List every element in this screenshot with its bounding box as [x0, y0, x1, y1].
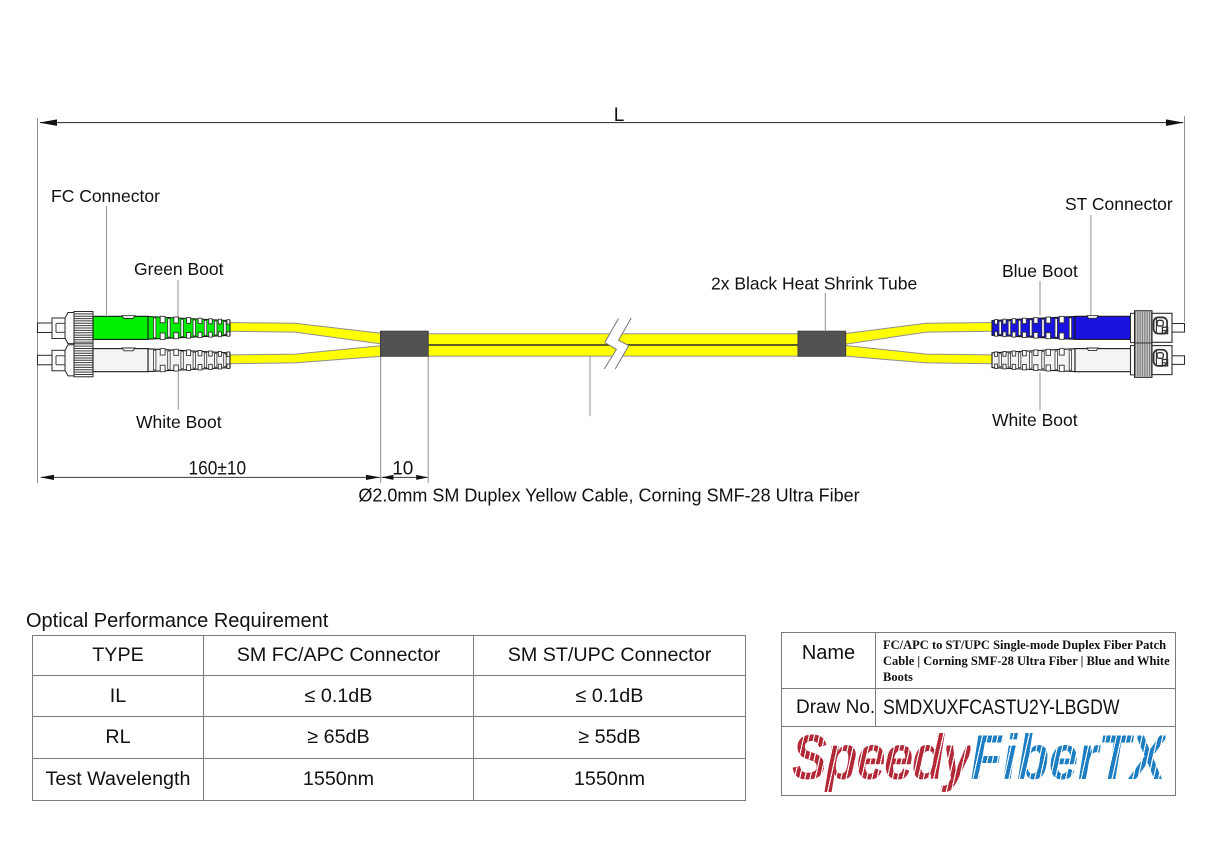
svg-text:Green Boot: Green Boot	[134, 259, 224, 279]
svg-text:160±10: 160±10	[189, 459, 247, 480]
svg-text:White Boot: White Boot	[992, 410, 1078, 430]
svg-text:FC Connector: FC Connector	[51, 186, 160, 206]
svg-text:2x Black Heat Shrink Tube: 2x Black Heat Shrink Tube	[711, 274, 917, 294]
svg-text:10: 10	[392, 459, 413, 480]
svg-text:ST Connector: ST Connector	[1065, 194, 1173, 214]
svg-text:Ø2.0mm SM Duplex Yellow Cable,: Ø2.0mm SM Duplex Yellow Cable, Corning S…	[358, 486, 859, 506]
svg-text:L: L	[614, 105, 625, 126]
svg-text:Blue Boot: Blue Boot	[1002, 261, 1078, 281]
svg-text:White Boot: White Boot	[136, 412, 222, 432]
